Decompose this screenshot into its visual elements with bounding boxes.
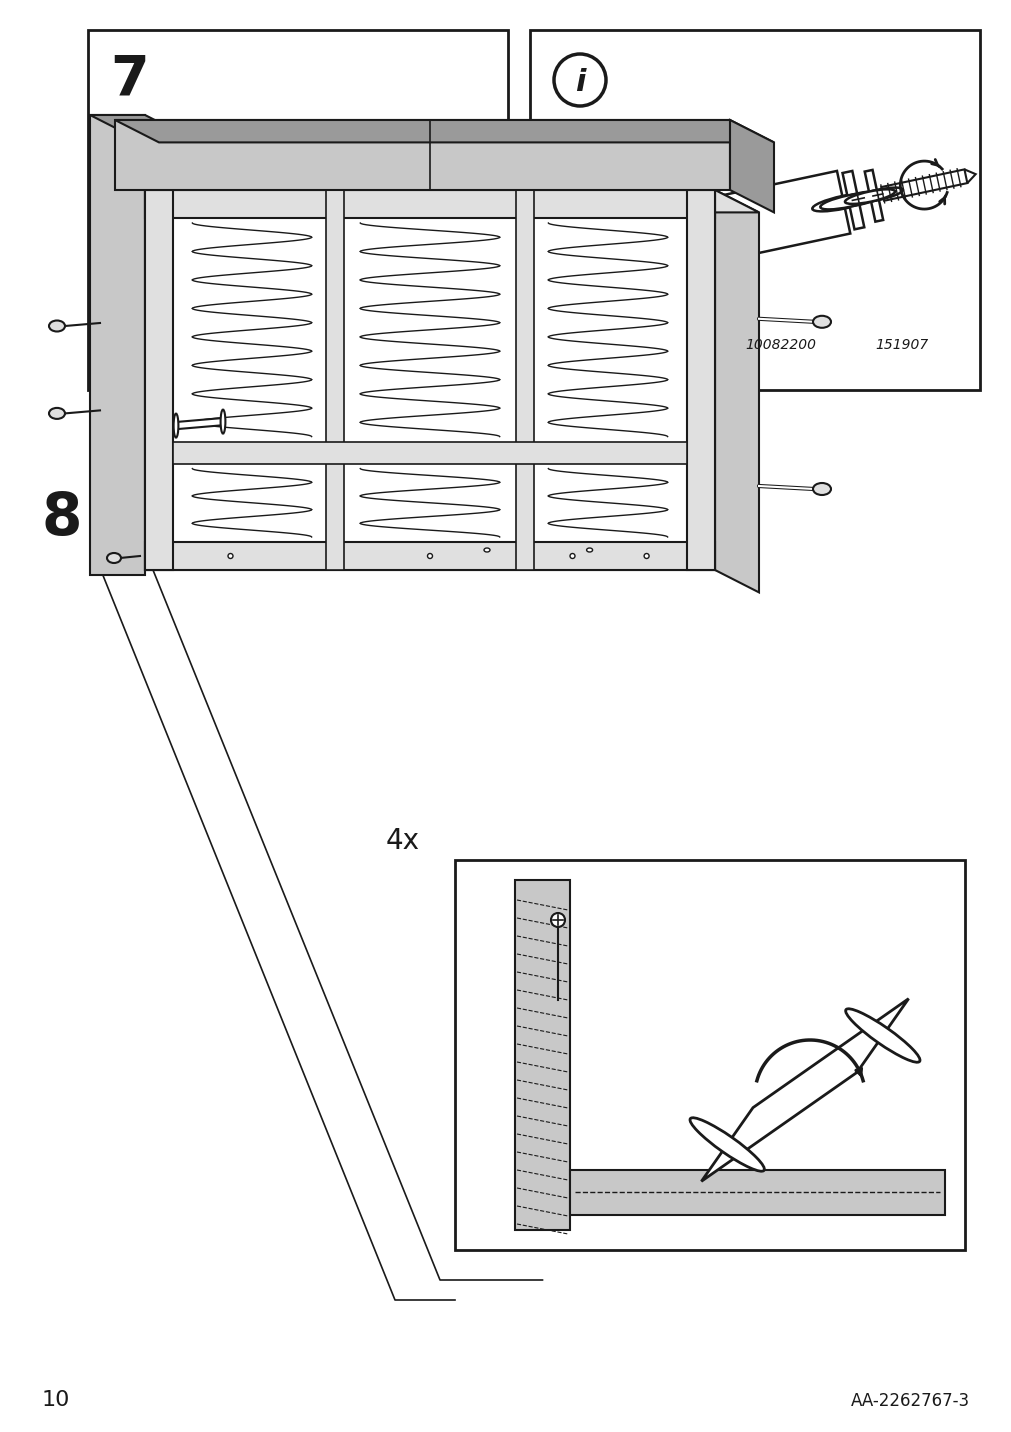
Ellipse shape	[586, 548, 592, 551]
Polygon shape	[490, 155, 504, 170]
Ellipse shape	[690, 1118, 763, 1171]
Polygon shape	[842, 170, 863, 229]
Polygon shape	[515, 881, 569, 1230]
Text: 8: 8	[42, 490, 83, 547]
Ellipse shape	[338, 182, 411, 208]
Ellipse shape	[227, 554, 233, 558]
Text: 100032: 100032	[378, 338, 431, 352]
Text: 151907: 151907	[875, 338, 927, 352]
Polygon shape	[145, 190, 173, 570]
Polygon shape	[173, 441, 686, 464]
Ellipse shape	[643, 554, 648, 558]
Ellipse shape	[220, 410, 225, 434]
Ellipse shape	[820, 193, 876, 209]
Polygon shape	[115, 120, 773, 142]
Bar	[530, 30, 979, 390]
Polygon shape	[715, 190, 758, 593]
Polygon shape	[145, 190, 715, 218]
Text: AA-2262767-3: AA-2262767-3	[850, 1392, 969, 1411]
Polygon shape	[90, 115, 145, 576]
Polygon shape	[368, 163, 403, 221]
Polygon shape	[176, 418, 222, 430]
Ellipse shape	[569, 554, 574, 558]
Polygon shape	[113, 405, 203, 470]
Ellipse shape	[844, 189, 894, 203]
Polygon shape	[963, 169, 975, 183]
Polygon shape	[516, 190, 534, 570]
Text: 7: 7	[110, 52, 149, 106]
Text: 10: 10	[42, 1390, 71, 1411]
Ellipse shape	[49, 321, 65, 331]
Polygon shape	[701, 998, 908, 1181]
Ellipse shape	[812, 483, 830, 495]
Polygon shape	[863, 170, 883, 222]
Ellipse shape	[633, 229, 705, 249]
Polygon shape	[729, 120, 773, 212]
Ellipse shape	[829, 190, 886, 208]
Polygon shape	[649, 203, 676, 278]
Ellipse shape	[427, 554, 432, 558]
Circle shape	[553, 54, 606, 106]
Ellipse shape	[845, 1008, 919, 1063]
Polygon shape	[145, 190, 758, 212]
Ellipse shape	[812, 193, 875, 212]
Polygon shape	[686, 190, 715, 570]
Ellipse shape	[184, 223, 257, 249]
Text: i: i	[574, 67, 584, 96]
Ellipse shape	[174, 414, 178, 438]
Polygon shape	[650, 170, 849, 274]
Text: 10082200: 10082200	[744, 338, 815, 352]
Polygon shape	[326, 190, 344, 570]
Polygon shape	[145, 541, 715, 570]
Text: 4x: 4x	[385, 828, 420, 855]
Ellipse shape	[483, 548, 489, 551]
Polygon shape	[210, 158, 385, 272]
Text: 4x: 4x	[625, 329, 662, 359]
Polygon shape	[145, 190, 715, 570]
Ellipse shape	[370, 179, 422, 198]
Ellipse shape	[349, 185, 400, 203]
Bar	[88, 30, 508, 390]
Ellipse shape	[392, 185, 400, 192]
Ellipse shape	[852, 188, 902, 202]
Ellipse shape	[49, 408, 65, 420]
Polygon shape	[569, 1170, 944, 1214]
Text: 4x: 4x	[208, 329, 245, 359]
Polygon shape	[90, 115, 189, 137]
Bar	[455, 861, 964, 1250]
Polygon shape	[115, 120, 729, 190]
Ellipse shape	[812, 316, 830, 328]
Ellipse shape	[550, 914, 564, 927]
Ellipse shape	[621, 231, 694, 252]
Ellipse shape	[107, 553, 121, 563]
